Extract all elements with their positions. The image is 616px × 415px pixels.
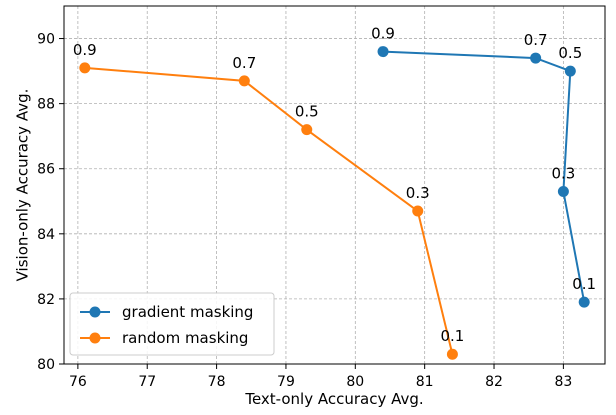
data-point xyxy=(530,52,542,64)
series-random-masking: 0.9 0.7 0.5 0.3 0.1 xyxy=(73,41,464,360)
ticks: 76 77 78 79 80 81 82 83 80 82 84 86 88 90 xyxy=(37,32,572,390)
data-point xyxy=(79,62,91,74)
legend: gradient masking random masking xyxy=(69,292,275,356)
x-tick-label: 83 xyxy=(554,374,572,390)
x-tick-label: 82 xyxy=(485,374,503,390)
legend-item: gradient masking xyxy=(80,303,253,321)
data-point xyxy=(412,205,424,217)
legend-marker xyxy=(89,306,101,318)
point-label: 0.3 xyxy=(551,165,575,183)
legend-item: random masking xyxy=(80,329,248,347)
point-label: 0.5 xyxy=(558,44,582,62)
point-label: 0.1 xyxy=(440,327,464,345)
x-tick-label: 77 xyxy=(138,374,156,390)
point-label: 0.7 xyxy=(524,31,548,49)
x-tick-label: 78 xyxy=(208,374,226,390)
data-point xyxy=(377,46,389,58)
plot-frame xyxy=(63,5,606,365)
x-tick-label: 76 xyxy=(69,374,87,390)
legend-box xyxy=(69,292,275,356)
y-tick-label: 82 xyxy=(37,292,55,308)
y-axis-label: Vision-only Accuracy Avg. xyxy=(13,89,31,282)
point-label: 0.3 xyxy=(406,184,430,202)
legend-marker xyxy=(89,332,101,344)
y-tick-label: 86 xyxy=(37,162,55,178)
y-tick-label: 84 xyxy=(37,227,55,243)
data-point xyxy=(578,296,590,308)
legend-label: random masking xyxy=(122,329,248,347)
x-tick-label: 79 xyxy=(277,374,295,390)
point-label: 0.1 xyxy=(572,275,596,293)
y-tick-label: 90 xyxy=(37,32,55,48)
y-tick-label: 88 xyxy=(37,97,55,113)
x-tick-label: 81 xyxy=(416,374,434,390)
data-point xyxy=(301,124,313,136)
data-point xyxy=(564,65,576,77)
data-point xyxy=(446,348,458,360)
legend-label: gradient masking xyxy=(122,303,253,321)
x-tick-label: 80 xyxy=(346,374,364,390)
data-point xyxy=(557,186,569,198)
point-label: 0.5 xyxy=(295,103,319,121)
point-label: 0.9 xyxy=(371,25,395,43)
x-axis-label: Text-only Accuracy Avg. xyxy=(244,390,423,408)
point-label: 0.9 xyxy=(73,41,97,59)
y-tick-label: 80 xyxy=(37,357,55,373)
series-gradient-masking: 0.9 0.7 0.5 0.3 0.1 xyxy=(371,25,596,308)
point-label: 0.7 xyxy=(232,54,256,72)
series-layer: 0.9 0.7 0.5 0.3 0.1 0.9 0.7 0.5 0.3 0.1 xyxy=(73,25,596,360)
data-point xyxy=(238,75,250,87)
